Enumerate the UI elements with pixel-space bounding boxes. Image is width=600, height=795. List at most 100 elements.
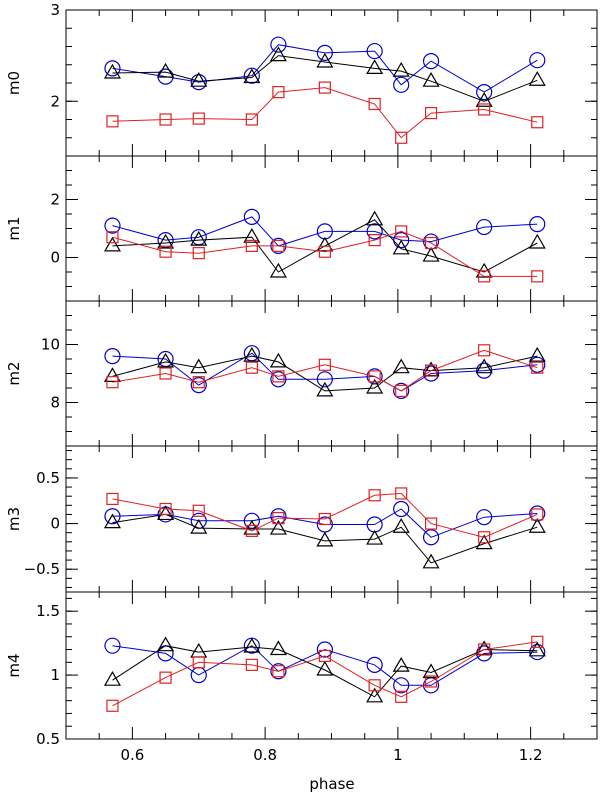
triangle-marker [103,236,122,252]
triangle-marker [269,640,287,656]
circle-marker [366,42,383,60]
circle-marker [243,67,260,84]
circle-marker [476,509,493,526]
triangle-marker [366,529,384,545]
panel-m4: 0.5 1 1.5 m4 [5,591,598,748]
series-line [112,87,538,139]
circle-marker [243,208,260,225]
circle-marker [104,348,121,365]
panel-frame [65,9,598,157]
series-line [112,641,538,707]
triangle-marker [528,233,546,249]
circle-marker [529,52,546,69]
series-line [112,355,538,392]
x-tick-label: 1.2 [519,746,543,764]
panel-frame [65,591,598,740]
triangle-marker [243,519,261,535]
triangle-marker [366,378,384,394]
triangle-marker [103,367,122,382]
y-tick-label: 1 [50,666,60,684]
square-marker [395,487,408,500]
circle-marker [190,73,207,91]
triangle-marker [392,518,410,533]
square-marker [424,364,438,377]
square-marker [318,245,331,258]
circle-marker [366,656,383,673]
y-tick-label: 0.5 [36,730,60,748]
y-tick-label: 3 [50,1,60,19]
circle-marker [393,500,410,518]
square-marker [245,239,258,252]
series-line [112,352,538,392]
series-squares [106,344,544,397]
square-marker [192,376,205,389]
square-marker [245,113,258,126]
triangle-marker [316,660,334,676]
y-tick-label: 0 [50,249,60,267]
series-line [112,645,538,686]
series-triangles [103,636,546,703]
square-marker [531,508,544,521]
series-triangles [103,46,546,107]
chart-panels: 2 3 m0 0 2 m1 8 10 m2 −0.5 0 0.5 m3 0.5 1 1.5 m4 0.6 0.8 1 1… [5,1,598,764]
circle-marker [476,84,493,101]
square-marker [245,658,258,671]
square-marker [531,116,544,129]
square-marker [106,376,119,389]
triangle-marker [392,61,410,77]
circle-marker [393,677,410,694]
square-marker [478,531,491,544]
series-squares [106,225,544,283]
triangle-marker [528,346,546,362]
triangle-marker [190,642,208,658]
square-marker [272,86,285,99]
square-marker [318,649,331,663]
triangle-marker [269,352,287,368]
square-marker [395,225,408,238]
series-line [112,349,538,392]
square-marker [159,502,172,516]
circle-marker [422,529,440,546]
triangle-marker [528,71,546,86]
y-axis-title: m0 [5,71,23,95]
circle-marker [366,223,383,240]
y-axis-title: m1 [5,216,23,240]
triangle-marker [366,210,384,226]
triangle-marker [475,92,493,107]
triangle-marker [243,346,261,362]
series-triangles [103,346,546,397]
series-squares [106,81,544,144]
triangle-marker [475,358,493,374]
triangle-marker [528,518,546,533]
triangle-marker [422,71,440,87]
triangle-marker [103,63,122,79]
triangle-marker [316,236,334,252]
triangle-marker [157,352,175,368]
circle-marker [366,368,383,385]
square-marker [531,361,544,374]
circle-marker [243,512,260,529]
y-tick-label: 2 [50,92,60,110]
square-marker [159,245,172,258]
square-marker [478,643,491,656]
triangle-marker [157,636,175,652]
circle-marker [529,643,546,661]
series-circles [104,345,546,399]
square-marker [272,370,285,383]
square-marker [424,236,438,250]
circle-marker [316,641,333,658]
square-marker [395,131,408,144]
panel-m1: 0 2 m1 [5,155,598,302]
x-tick-label: 0.6 [120,746,144,764]
triangle-marker [190,518,208,534]
square-marker [106,231,119,244]
triangle-marker [475,534,493,550]
triangle-marker [269,519,287,535]
circle-marker [393,76,410,93]
y-tick-label: 0.5 [36,469,60,487]
circle-marker [270,36,287,53]
triangle-marker [103,670,122,686]
circle-marker [476,362,493,379]
triangle-marker [157,505,175,521]
